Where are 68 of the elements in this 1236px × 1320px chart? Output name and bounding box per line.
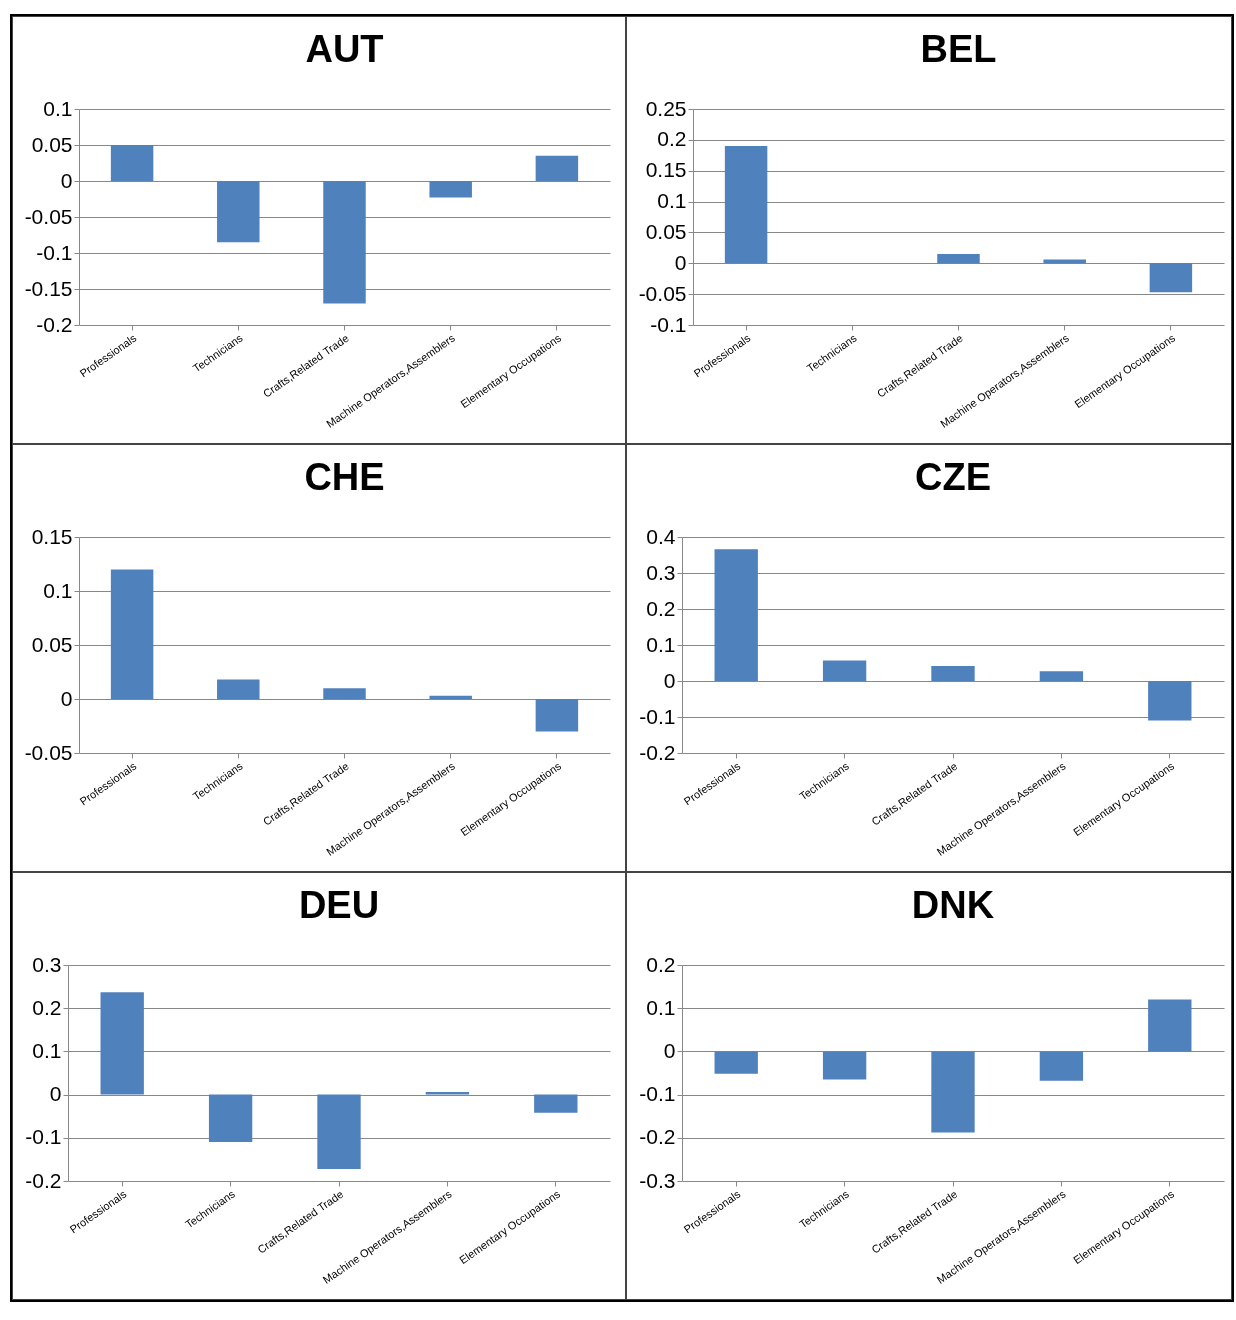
chart-title: DEU bbox=[298, 884, 380, 926]
chart-title: DNK bbox=[911, 884, 995, 926]
y-tick-label: -0.1 bbox=[639, 704, 676, 728]
y-tick-label: 0.1 bbox=[646, 995, 676, 1019]
y-tick-label: -0.2 bbox=[25, 1168, 62, 1192]
bar bbox=[1149, 263, 1193, 293]
bar bbox=[425, 1092, 470, 1095]
chart-title: BEL bbox=[920, 28, 997, 70]
y-tick-label: 0.4 bbox=[646, 524, 676, 548]
y-tick-label: 0.1 bbox=[43, 578, 73, 602]
bar bbox=[323, 688, 366, 699]
y-tick-label: -0.05 bbox=[24, 204, 73, 228]
bar bbox=[535, 699, 579, 732]
y-tick-label: -0.2 bbox=[36, 312, 73, 336]
bar bbox=[714, 549, 758, 681]
chart-title: CHE bbox=[304, 456, 385, 498]
y-tick-label: 0 bbox=[60, 686, 73, 710]
bar bbox=[429, 181, 472, 198]
y-tick-label: 0 bbox=[60, 168, 73, 192]
bar bbox=[724, 146, 768, 264]
bar bbox=[429, 695, 472, 699]
y-tick-label: 0.25 bbox=[645, 96, 687, 120]
y-tick-label: -0.1 bbox=[36, 240, 73, 264]
y-tick-label: -0.1 bbox=[639, 1082, 676, 1106]
y-tick-label: 0.1 bbox=[32, 1038, 62, 1062]
y-tick-label: 0.05 bbox=[645, 219, 687, 243]
y-tick-label: 0.2 bbox=[657, 127, 687, 151]
y-tick-label: -0.05 bbox=[24, 740, 73, 764]
bar bbox=[110, 145, 154, 181]
y-tick-label: 0.05 bbox=[31, 132, 73, 156]
y-tick-label: 0.1 bbox=[646, 632, 676, 656]
y-tick-label: -0.2 bbox=[639, 1125, 676, 1149]
bar bbox=[937, 254, 980, 264]
bar bbox=[208, 1094, 253, 1143]
bar bbox=[217, 181, 260, 243]
y-tick-label: 0.2 bbox=[32, 995, 62, 1019]
y-tick-label: -0.1 bbox=[650, 312, 687, 336]
y-tick-label: 0.1 bbox=[43, 96, 73, 120]
bar bbox=[535, 155, 579, 181]
y-tick-label: 0 bbox=[663, 668, 676, 692]
bar bbox=[1148, 681, 1192, 721]
y-tick-label: -0.2 bbox=[639, 740, 676, 764]
y-tick-label: 0 bbox=[49, 1082, 62, 1106]
y-tick-label: -0.15 bbox=[24, 276, 73, 300]
bar bbox=[217, 679, 260, 699]
y-tick-label: 0.05 bbox=[31, 632, 73, 656]
bar bbox=[1039, 671, 1084, 681]
y-tick-label: 0.3 bbox=[32, 952, 62, 976]
y-tick-label: -0.1 bbox=[25, 1125, 62, 1149]
y-tick-label: 0.2 bbox=[646, 596, 676, 620]
y-tick-label: 0.3 bbox=[646, 560, 676, 584]
y-tick-label: 0.1 bbox=[657, 189, 687, 213]
bar bbox=[931, 665, 975, 681]
chart-title: AUT bbox=[305, 28, 384, 70]
y-tick-label: -0.3 bbox=[639, 1168, 676, 1192]
bar bbox=[534, 1094, 578, 1113]
bar bbox=[323, 181, 366, 304]
bar bbox=[100, 992, 144, 1095]
y-tick-label: 0 bbox=[663, 1038, 676, 1062]
bar bbox=[317, 1094, 361, 1169]
y-tick-label: 0.15 bbox=[645, 158, 687, 182]
bar bbox=[110, 569, 154, 699]
y-tick-label: 0.15 bbox=[31, 524, 73, 548]
bar bbox=[822, 660, 867, 681]
y-tick-label: 0 bbox=[674, 250, 687, 274]
y-tick-label: -0.05 bbox=[638, 281, 687, 305]
chart-title: CZE bbox=[915, 456, 991, 498]
y-tick-label: 0.2 bbox=[646, 952, 676, 976]
